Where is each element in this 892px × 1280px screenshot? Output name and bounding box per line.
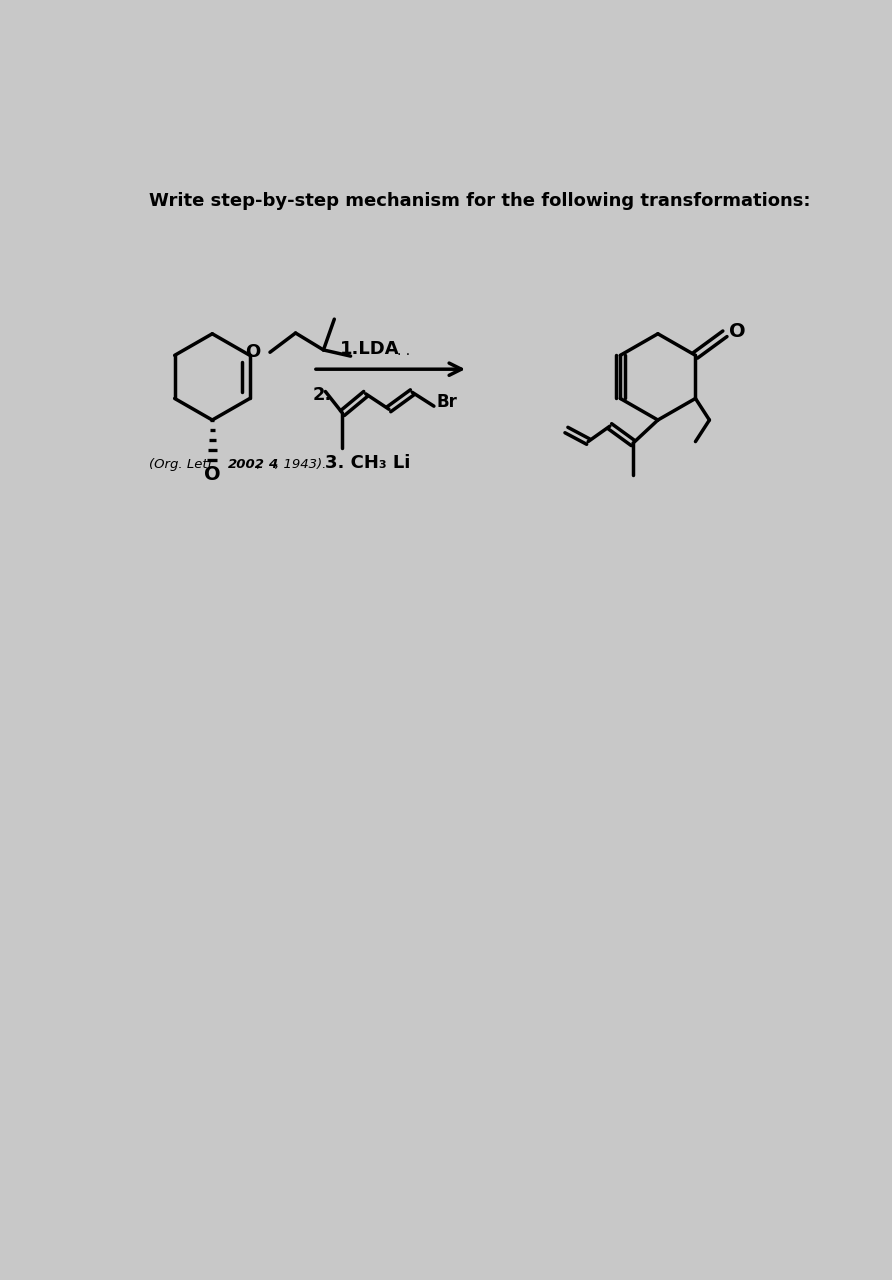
Text: ,: , <box>257 458 266 471</box>
Text: 2002: 2002 <box>227 458 265 471</box>
Text: (Org. Lett.: (Org. Lett. <box>149 458 221 471</box>
Text: O: O <box>729 323 746 340</box>
Text: O: O <box>245 343 260 361</box>
Text: 4: 4 <box>268 458 277 471</box>
Text: Br: Br <box>437 393 458 411</box>
Text: 1.LDA: 1.LDA <box>340 340 400 358</box>
Text: O: O <box>204 466 220 484</box>
Text: 2.: 2. <box>313 387 333 404</box>
Text: , 1943).: , 1943). <box>275 458 326 471</box>
Text: Write step-by-step mechanism for the following transformations:: Write step-by-step mechanism for the fol… <box>149 192 810 210</box>
Text: . .: . . <box>397 344 409 358</box>
Text: 3. CH₃ Li: 3. CH₃ Li <box>325 454 410 472</box>
